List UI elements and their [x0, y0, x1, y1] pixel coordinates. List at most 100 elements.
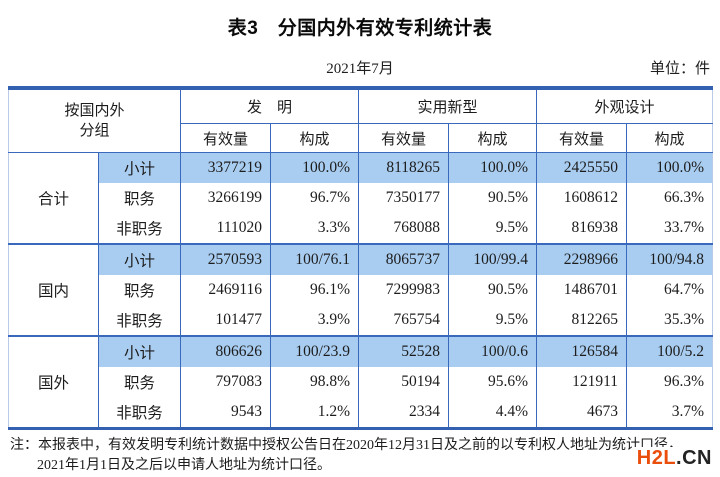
footnote-line-2: 2021年1月1日及之后以申请人地址为统计口径。	[37, 457, 331, 473]
row-label: 非职务	[97, 305, 181, 336]
value-cell: 806626	[180, 335, 271, 367]
subheader-composition: 构成	[626, 123, 714, 153]
share-cell: 9.5%	[448, 305, 537, 336]
table-meta-row: 2021年7月 单位：件	[8, 57, 712, 77]
value-cell: 9543	[180, 397, 271, 429]
share-cell: 90.5%	[448, 275, 537, 305]
row-label: 非职务	[97, 397, 181, 429]
row-label: 小计	[97, 335, 181, 367]
subheader-composition: 构成	[270, 123, 359, 153]
table-row-total-service: 职务 3266199 96.7% 7350177 90.5% 1608612 6…	[9, 183, 714, 213]
site-watermark: H2L.CN	[632, 447, 712, 470]
value-cell: 50194	[358, 367, 449, 397]
value-cell: 8118265	[358, 152, 449, 183]
header-row-groups: 按国内外 分组 发 明 实用新型 外观设计	[7, 88, 714, 153]
value-cell: 4673	[536, 397, 627, 429]
group-label-foreign: 国外	[8, 335, 99, 429]
share-cell: 35.3%	[626, 305, 714, 336]
footnote-line-1: 注：本报表中，有效发明专利统计数据中授权公告日在2020年12月31日及之前的以…	[10, 438, 682, 453]
subheader-valid-amount: 有效量	[358, 123, 449, 153]
group-label-total: 合计	[8, 152, 99, 244]
share-cell: 100.0%	[448, 152, 537, 183]
watermark-suffix: .CN	[676, 447, 712, 469]
share-cell: 95.6%	[448, 367, 537, 397]
share-cell: 100/0.6	[448, 335, 537, 367]
table-row-foreign-subtotal: 国外 小计 806626 100/23.9 52528 100/0.6 1265…	[8, 335, 714, 429]
value-cell: 111020	[180, 213, 271, 244]
subheader-valid-amount: 有效量	[536, 123, 627, 153]
value-cell: 2298966	[536, 243, 627, 275]
period-label: 2021年7月	[326, 61, 394, 77]
subheader-valid-amount: 有效量	[180, 123, 271, 153]
table-row-domestic-nonservice: 非职务 101477 3.9% 765754 9.5% 812265 35.3%	[9, 305, 714, 336]
share-cell: 100/23.9	[270, 335, 359, 367]
share-cell: 3.7%	[626, 397, 714, 429]
share-cell: 3.9%	[270, 305, 359, 336]
table-row-foreign-nonservice: 非职务 9543 1.2% 2334 4.4% 4673 3.7%	[9, 397, 714, 429]
table-footnote: 注：本报表中，有效发明专利统计数据中授权公告日在2020年12月31日及之前的以…	[10, 436, 712, 475]
share-cell: 1.2%	[270, 397, 359, 429]
row-label: 小计	[97, 243, 181, 275]
share-cell: 66.3%	[626, 183, 714, 213]
share-cell: 96.7%	[270, 183, 359, 213]
share-cell: 100/94.8	[626, 243, 714, 275]
value-cell: 52528	[358, 335, 449, 367]
unit-label: 单位：件	[649, 61, 710, 77]
share-cell: 4.4%	[448, 397, 537, 429]
share-cell: 9.5%	[448, 213, 537, 244]
row-label: 职务	[97, 183, 181, 213]
value-cell: 8065737	[358, 243, 449, 275]
col-group-design: 外观设计	[536, 88, 714, 124]
share-cell: 33.7%	[626, 213, 714, 244]
value-cell: 765754	[358, 305, 449, 336]
share-cell: 100.0%	[270, 152, 359, 183]
row-label: 职务	[97, 367, 181, 397]
value-cell: 816938	[536, 213, 627, 244]
value-cell: 3266199	[180, 183, 271, 213]
share-cell: 64.7%	[626, 275, 714, 305]
share-cell: 90.5%	[448, 183, 537, 213]
col-group-utility-model: 实用新型	[358, 88, 537, 124]
value-cell: 1486701	[536, 275, 627, 305]
value-cell: 2334	[358, 397, 449, 429]
row-group-header-line2: 分组	[79, 123, 110, 139]
table-row-domestic-subtotal: 国内 小计 2570593 100/76.1 8065737 100/99.4 …	[8, 243, 714, 336]
share-cell: 100/76.1	[270, 243, 359, 275]
value-cell: 797083	[180, 367, 271, 397]
value-cell: 2425550	[536, 152, 627, 183]
value-cell: 2469116	[180, 275, 271, 305]
patent-statistics-table: 按国内外 分组 发 明 实用新型 外观设计 有效量 构成 有效量 构成 有效量 …	[7, 86, 714, 430]
page-title: 表3 分国内外有效专利统计表	[227, 18, 493, 39]
table-row-total-nonservice: 非职务 111020 3.3% 768088 9.5% 816938 33.7%	[9, 213, 714, 244]
value-cell: 3377219	[180, 152, 271, 183]
share-cell: 96.1%	[270, 275, 359, 305]
header-row-subcols: 有效量 构成 有效量 构成 有效量 构成	[9, 123, 714, 153]
value-cell: 126584	[536, 335, 627, 367]
share-cell: 100/99.4	[448, 243, 537, 275]
share-cell: 100.0%	[626, 152, 714, 183]
share-cell: 3.3%	[270, 213, 359, 244]
value-cell: 7350177	[358, 183, 449, 213]
share-cell: 96.3%	[626, 367, 714, 397]
subheader-composition: 构成	[448, 123, 537, 153]
value-cell: 121911	[536, 367, 627, 397]
row-label: 小计	[97, 152, 181, 183]
share-cell: 100/5.2	[626, 335, 714, 367]
table-row-total-subtotal: 合计 小计 3377219 100.0% 8118265 100.0% 2425…	[8, 152, 714, 244]
col-group-invention: 发 明	[180, 88, 359, 124]
row-group-header-line1: 按国内外	[64, 103, 125, 119]
value-cell: 812265	[536, 305, 627, 336]
table-row-domestic-service: 职务 2469116 96.1% 7299983 90.5% 1486701 6…	[9, 275, 714, 305]
row-group-header: 按国内外 分组	[7, 88, 181, 153]
table-row-foreign-service: 职务 797083 98.8% 50194 95.6% 121911 96.3%	[9, 367, 714, 397]
value-cell: 768088	[358, 213, 449, 244]
share-cell: 98.8%	[270, 367, 359, 397]
row-label: 非职务	[97, 213, 181, 244]
row-label: 职务	[97, 275, 181, 305]
value-cell: 1608612	[536, 183, 627, 213]
value-cell: 101477	[180, 305, 271, 336]
value-cell: 7299983	[358, 275, 449, 305]
group-label-domestic: 国内	[8, 243, 99, 336]
watermark-brand: H2L	[636, 447, 677, 469]
